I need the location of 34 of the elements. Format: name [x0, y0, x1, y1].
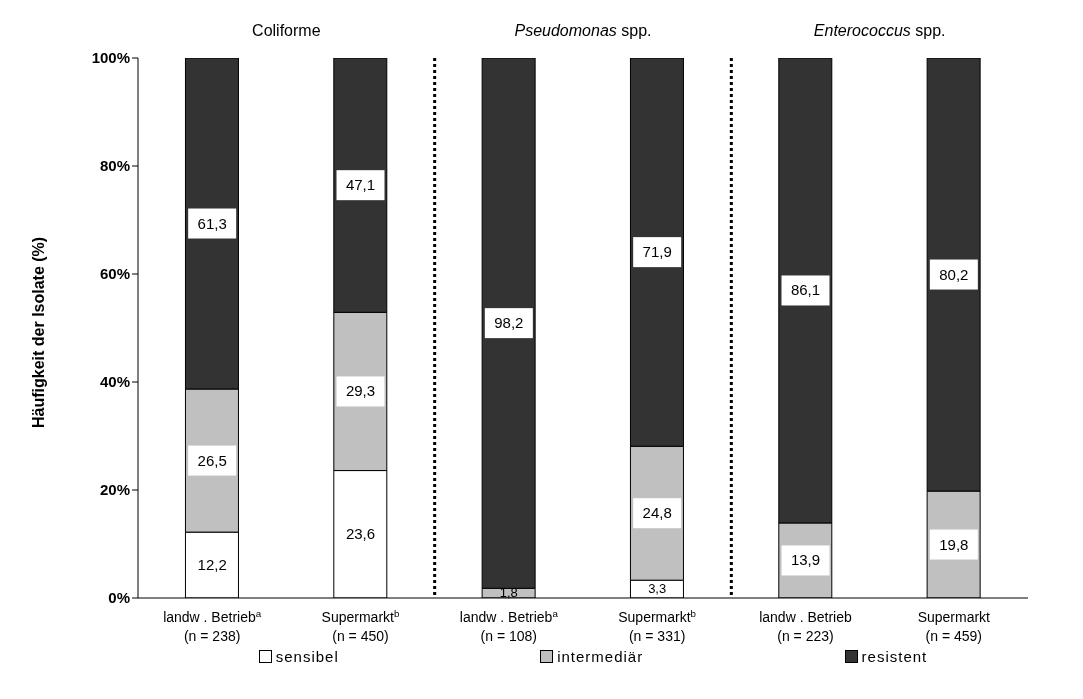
y-axis-title: Häufigkeit der Isolate (%) [29, 236, 47, 428]
legend-label: resistent [860, 648, 928, 665]
x-tick-label: Supermarkt (n = 459) [917, 609, 991, 644]
y-tick-label: 100% [91, 49, 130, 67]
category-label: landw . Betrieb$^{a}$ (n = 108) [459, 607, 558, 644]
data-label: 47,1 [345, 176, 376, 194]
y-tick-label: 40% [99, 373, 130, 391]
y-tick-label: 20% [99, 481, 130, 499]
data-label: 3,3 [648, 581, 667, 597]
x-tick-label: landw . Betrieb (n = 223) [759, 609, 853, 644]
text: Pseudomonas spp. [514, 22, 652, 39]
data-label: 29,3 [345, 382, 376, 400]
data-label: 1,8 [499, 585, 518, 601]
x-tick-label: Supermarkt$^{b}$ (n = 450) [321, 607, 400, 644]
data-label: 98,2 [494, 314, 524, 332]
data-label: 19,8 [939, 535, 969, 553]
data-label: 24,8 [642, 504, 672, 522]
data-label: 12,2 [197, 556, 227, 574]
y-tick-label: 0% [108, 589, 130, 607]
text: Coliforme [252, 22, 321, 39]
y-tick-label: 60% [99, 265, 130, 283]
category-label: landw . Betrieb$^{a}$ (n = 238) [163, 607, 262, 644]
legend-label: sensibel [274, 648, 339, 665]
data-label: 80,2 [939, 265, 969, 283]
data-label: 23,6 [345, 525, 376, 543]
text: Enterococcus spp. [813, 22, 946, 39]
data-label: 86,1 [790, 281, 821, 299]
x-tick-label: Supermarkt$^{b}$ (n = 331) [618, 607, 697, 644]
y-tick-label: 80% [99, 157, 130, 175]
data-label: 26,5 [197, 451, 227, 469]
data-label: 71,9 [642, 243, 672, 261]
legend-label: intermediär [556, 648, 644, 665]
data-label: 61,3 [197, 214, 227, 232]
data-label: 13,9 [790, 551, 821, 569]
